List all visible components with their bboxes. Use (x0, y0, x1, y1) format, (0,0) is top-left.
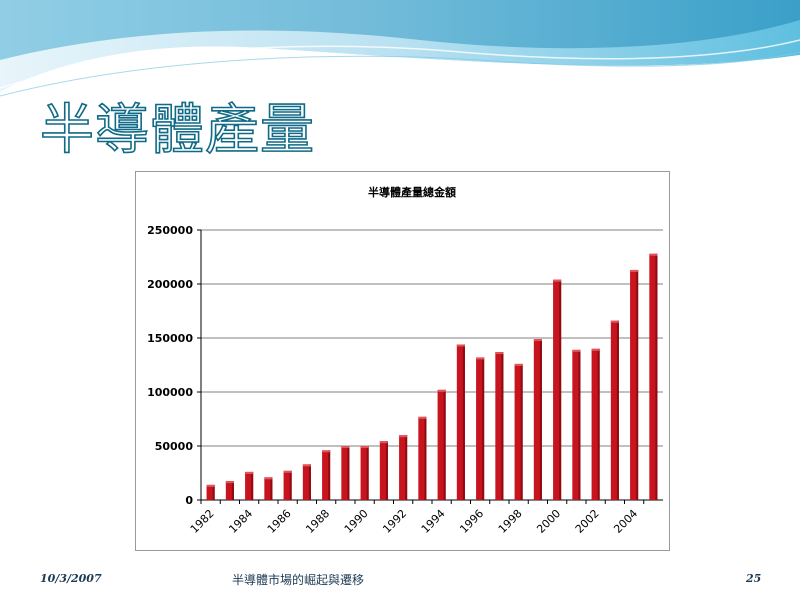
slide-title: 半導體產量 (39, 97, 315, 162)
bar-shade (231, 481, 234, 500)
bar (245, 471, 254, 500)
bar-shade (482, 357, 485, 500)
bar-shade (385, 441, 388, 500)
bar-shade (597, 348, 600, 500)
bar-top (379, 441, 388, 444)
page-number: 25 (746, 572, 762, 585)
bar-shade (270, 477, 273, 500)
x-tick-label: 1996 (457, 507, 486, 536)
y-tick-label: 0 (185, 494, 193, 507)
x-tick-label: 1998 (496, 507, 525, 536)
bar-shade (655, 253, 658, 500)
bar-shade (424, 416, 427, 500)
bar-shade (289, 470, 292, 500)
chart-container: 半導體產量總金額 0 50000 100000 150000 200000 250000 19… (135, 171, 670, 551)
x-tick-label: 2002 (573, 507, 602, 536)
bar (591, 348, 600, 500)
bar-top (418, 416, 427, 419)
bar-top (225, 481, 234, 484)
bar-chart: 半導體產量總金額 0 50000 100000 150000 200000 250000 19… (147, 185, 663, 536)
footer-date: 10/3/2007 (40, 572, 102, 585)
bar-shade (616, 320, 619, 500)
bar (264, 477, 273, 500)
bar (514, 363, 523, 500)
bar-shade (405, 435, 408, 500)
bar (379, 441, 388, 500)
bar (360, 446, 369, 500)
bar (476, 357, 485, 500)
bar (225, 481, 234, 500)
bar-top (533, 339, 542, 342)
bar-shade (443, 389, 446, 500)
bar (322, 450, 331, 500)
bar-top (206, 484, 215, 487)
bar (437, 389, 446, 500)
x-tick-label: 2000 (534, 507, 563, 536)
bar-top (302, 464, 311, 467)
bar (418, 416, 427, 500)
x-tick-label: 1990 (342, 507, 371, 536)
bar (553, 279, 562, 500)
bar (610, 320, 619, 500)
bar-shade (559, 279, 562, 500)
bar (630, 269, 639, 500)
y-tick-label: 100000 (147, 386, 193, 399)
header-swoosh-decoration (0, 0, 800, 98)
bar (302, 464, 311, 500)
bar-top (553, 279, 562, 282)
bar-top (437, 389, 446, 392)
bar (341, 446, 350, 500)
bar-shade (212, 484, 215, 500)
bar-shade (347, 446, 350, 500)
y-tick-label: 250000 (147, 224, 193, 237)
bar (649, 253, 658, 500)
bar-top (322, 450, 331, 453)
x-tick-label: 1982 (188, 507, 217, 536)
bar (456, 344, 465, 500)
bar-top (610, 320, 619, 323)
footer-title: 半導體市場的崛起與遷移 (232, 573, 365, 587)
bar (283, 470, 292, 500)
bar-top (283, 470, 292, 473)
x-tick-label: 2004 (611, 507, 640, 536)
bar-shade (578, 349, 581, 500)
x-tick-label: 1992 (380, 507, 409, 536)
bar-top (476, 357, 485, 360)
bar-top (456, 344, 465, 347)
bar-top (399, 435, 408, 438)
y-tick-label: 50000 (155, 440, 194, 453)
bar (533, 339, 542, 500)
bar-top (245, 471, 254, 474)
bar-top (591, 348, 600, 351)
bar-top (264, 477, 273, 480)
bar-top (572, 349, 581, 352)
y-tick-label: 200000 (147, 278, 193, 291)
bar-shade (328, 450, 331, 500)
bar-top (630, 269, 639, 272)
bar-top (514, 363, 523, 366)
bar-shade (501, 352, 504, 500)
bar (495, 352, 504, 500)
bar (572, 349, 581, 500)
bar-top (495, 352, 504, 355)
y-tick-label: 150000 (147, 332, 193, 345)
bar-shade (636, 269, 639, 500)
x-tick-label: 1988 (303, 507, 332, 536)
bar (206, 484, 215, 500)
bar-top (341, 446, 350, 448)
bar-shade (308, 464, 311, 500)
bar-top (360, 446, 369, 448)
bar-shade (462, 344, 465, 500)
bar-shade (539, 339, 542, 500)
bar-shade (366, 446, 369, 500)
bar-shade (520, 363, 523, 500)
chart-title: 半導體產量總金額 (368, 185, 456, 199)
bar (399, 435, 408, 500)
x-tick-label: 1984 (226, 507, 255, 536)
x-tick-label: 1994 (419, 507, 448, 536)
bar-top (649, 253, 658, 256)
x-tick-label: 1986 (265, 507, 294, 536)
bar-shade (251, 471, 254, 500)
